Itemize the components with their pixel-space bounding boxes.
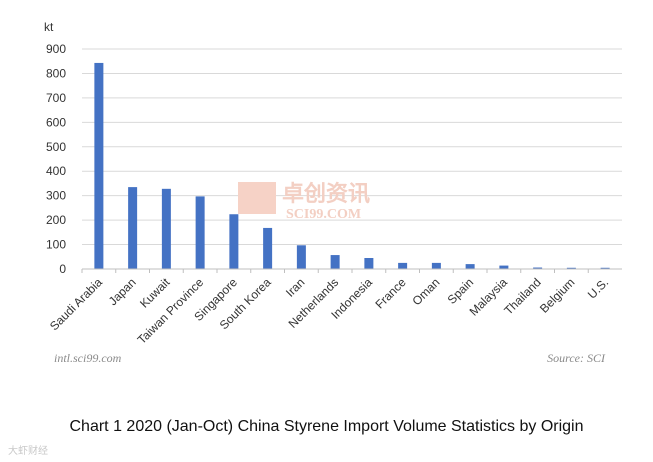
- bar: [364, 258, 374, 269]
- bar: [296, 245, 306, 269]
- gridlines: [82, 48, 622, 246]
- bars: [94, 62, 610, 269]
- bar: [566, 267, 576, 269]
- chart: kt 卓创资讯 SCI99.COM 0 100 200 300 400 500 600 700…: [44, 20, 622, 365]
- x-tick-label: Oman: [409, 275, 442, 308]
- bar: [161, 188, 171, 269]
- corner-watermark: 大虾财经: [8, 446, 48, 457]
- y-axis-unit-label: kt: [44, 20, 54, 34]
- bar: [94, 62, 104, 269]
- x-tick-label: Malaysia: [467, 275, 511, 319]
- watermark: 卓创资讯 SCI99.COM: [238, 182, 370, 222]
- bar: [499, 265, 509, 269]
- x-tick-label: Spain: [445, 275, 477, 307]
- bar: [533, 267, 543, 269]
- y-axis-ticks: 0 100 200 300 400 500 600 700 800 900: [46, 42, 66, 276]
- y-tick-label: 600: [46, 115, 66, 129]
- y-tick-label: 400: [46, 164, 66, 178]
- y-tick-label: 0: [59, 262, 66, 276]
- y-tick-label: 900: [46, 42, 66, 56]
- x-tick-label: Japan: [106, 275, 139, 308]
- footer-source: Source: SCI: [547, 351, 606, 365]
- y-tick-label: 100: [46, 238, 66, 252]
- bar: [398, 262, 408, 269]
- bar: [229, 214, 239, 269]
- bar: [465, 264, 475, 269]
- footer-left-credit: intl.sci99.com: [54, 351, 122, 365]
- y-tick-label: 500: [46, 140, 66, 154]
- x-tick-label: Thailand: [501, 275, 543, 317]
- y-tick-label: 700: [46, 91, 66, 105]
- x-tick-label: Belgium: [537, 275, 578, 316]
- x-tick-label: U.S.: [585, 275, 611, 301]
- watermark-english-text: SCI99.COM: [286, 207, 361, 222]
- bar: [600, 267, 610, 269]
- watermark-logo-square: [238, 182, 276, 214]
- y-tick-label: 800: [46, 66, 66, 80]
- x-tick-label: Saudi Arabia: [47, 275, 105, 333]
- y-tick-label: 200: [46, 213, 66, 227]
- bar: [431, 262, 441, 269]
- x-tick-label: Iran: [283, 275, 308, 300]
- y-tick-label: 300: [46, 189, 66, 203]
- x-tick-label: France: [372, 275, 409, 312]
- chart-caption: Chart 1 2020 (Jan-Oct) China Styrene Imp…: [69, 418, 584, 435]
- bar: [263, 227, 273, 269]
- watermark-chinese-text: 卓创资讯: [282, 182, 370, 207]
- bar: [330, 255, 340, 269]
- bar: [128, 187, 138, 269]
- bar: [195, 196, 205, 269]
